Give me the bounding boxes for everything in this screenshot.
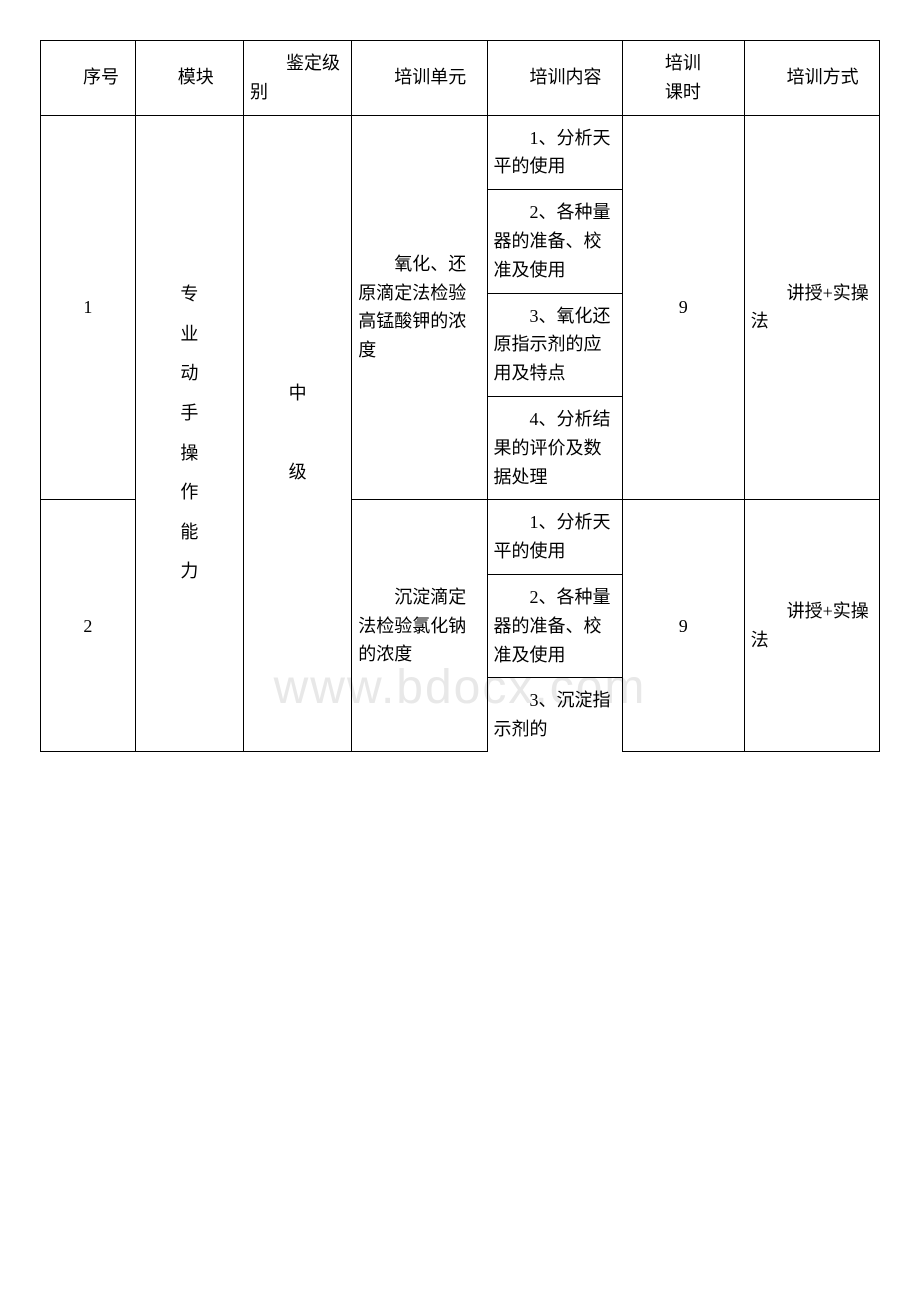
seq-cell: 2 [41, 500, 136, 752]
content-cell: 1、分析天平的使用 [487, 500, 622, 575]
header-unit: 培训单元 [352, 41, 487, 116]
header-hours: 培训 课时 [622, 41, 744, 116]
level-cell: 中级 [243, 115, 351, 752]
training-table: 序号 模块 鉴定级别 培训单元 培训内容 培训 课时 培训方式 1 专业动手操作… [40, 40, 880, 752]
header-module: 模块 [135, 41, 243, 116]
header-seq: 序号 [41, 41, 136, 116]
unit-cell: 沉淀滴定法检验氯化钠的浓度 [352, 500, 487, 752]
unit-cell: 氧化、还原滴定法检验高锰酸钾的浓度 [352, 115, 487, 500]
content-cell: 2、各种量器的准备、校准及使用 [487, 574, 622, 677]
method-cell: 讲授+实操法 [744, 500, 879, 752]
content-cell: 4、分析结果的评价及数据处理 [487, 396, 622, 499]
table-header-row: 序号 模块 鉴定级别 培训单元 培训内容 培训 课时 培训方式 [41, 41, 880, 116]
content-cell: 3、氧化还原指示剂的应用及特点 [487, 293, 622, 396]
method-cell: 讲授+实操法 [744, 115, 879, 500]
table-row: 1 专业动手操作能力 中级 氧化、还原滴定法检验高锰酸钾的浓度 1、分析天平的使… [41, 115, 880, 190]
seq-cell: 1 [41, 115, 136, 500]
module-cell: 专业动手操作能力 [135, 115, 243, 752]
hours-cell: 9 [622, 115, 744, 500]
content-cell: 1、分析天平的使用 [487, 115, 622, 190]
hours-cell: 9 [622, 500, 744, 752]
header-content: 培训内容 [487, 41, 622, 116]
header-level: 鉴定级别 [243, 41, 351, 116]
content-cell: 3、沉淀指示剂的 [487, 678, 622, 752]
header-method: 培训方式 [744, 41, 879, 116]
content-cell: 2、各种量器的准备、校准及使用 [487, 190, 622, 293]
